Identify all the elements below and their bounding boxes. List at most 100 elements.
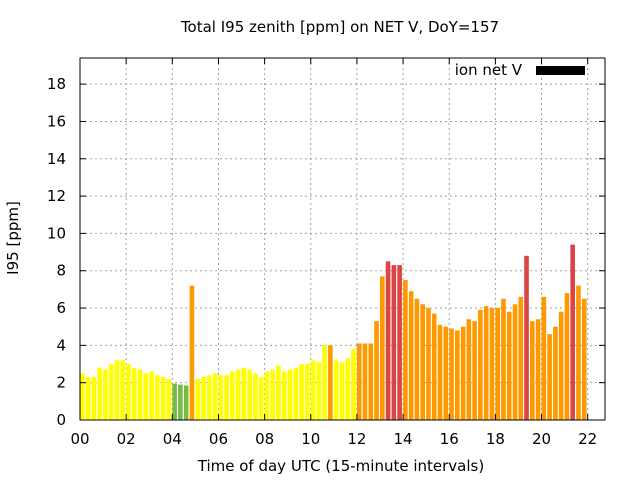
bar <box>356 343 362 420</box>
chart-title: Total I95 zenith [ppm] on NET V, DoY=157 <box>180 18 499 36</box>
bar <box>391 265 397 420</box>
bar <box>247 369 252 420</box>
bar <box>103 369 108 420</box>
bar <box>339 362 345 420</box>
bar <box>431 313 437 420</box>
y-tick-label: 2 <box>56 374 66 392</box>
bar <box>368 343 374 420</box>
bar <box>443 326 449 420</box>
bar <box>328 345 333 420</box>
bar <box>155 375 160 420</box>
bar <box>230 371 235 420</box>
y-tick-label: 4 <box>56 336 66 354</box>
bar <box>437 324 443 420</box>
bar <box>241 367 247 420</box>
bar <box>466 319 472 420</box>
bar <box>478 309 483 420</box>
x-tick-label: 06 <box>209 430 228 448</box>
bar <box>472 321 477 420</box>
bar <box>131 367 137 420</box>
bar <box>408 291 414 420</box>
bar <box>345 358 350 420</box>
bar <box>253 373 258 420</box>
legend-label: ion net V <box>455 61 523 79</box>
plot-frame <box>79 57 606 421</box>
bar <box>455 330 460 420</box>
bar <box>316 362 322 420</box>
bar <box>558 311 564 420</box>
bar <box>258 377 264 420</box>
bar <box>530 321 535 420</box>
legend-swatch <box>536 66 585 75</box>
legend: ion net V <box>455 61 585 79</box>
bar <box>489 308 495 420</box>
bar <box>506 311 512 420</box>
bar <box>535 319 541 420</box>
bar <box>414 298 420 420</box>
x-tick-label: 00 <box>70 430 89 448</box>
x-tick-label: 10 <box>301 430 320 448</box>
bar <box>483 306 489 420</box>
bars <box>80 244 587 420</box>
y-tick-label: 10 <box>47 224 66 242</box>
bar <box>351 349 356 420</box>
bar <box>120 360 125 420</box>
bar <box>524 255 529 420</box>
bar <box>581 298 587 420</box>
x-tick-label: 20 <box>532 430 551 448</box>
bar <box>281 371 287 420</box>
bar <box>362 343 368 420</box>
bar <box>114 360 120 420</box>
bar <box>512 304 518 420</box>
bar <box>160 377 166 420</box>
y-tick-label: 14 <box>47 150 66 168</box>
bar <box>85 377 91 420</box>
bar <box>449 328 454 420</box>
bar <box>189 285 195 420</box>
bar <box>576 285 581 420</box>
x-tick-label: 04 <box>163 430 182 448</box>
bar <box>172 383 177 420</box>
y-tick-label: 8 <box>56 262 66 280</box>
bar <box>201 377 206 420</box>
bar <box>564 293 570 420</box>
x-tick-label: 18 <box>486 430 505 448</box>
bar <box>385 261 391 420</box>
x-tick-label: 12 <box>347 430 366 448</box>
bar <box>276 365 281 420</box>
bar <box>212 373 218 420</box>
x-tick-label: 02 <box>117 430 136 448</box>
bar <box>143 373 149 420</box>
bar <box>495 308 500 420</box>
bar <box>235 369 241 420</box>
bar <box>264 371 270 420</box>
x-tick-label: 16 <box>440 430 459 448</box>
x-tick-label: 22 <box>578 430 597 448</box>
y-tick-label: 6 <box>56 299 66 317</box>
bar <box>547 334 552 420</box>
bar <box>570 244 575 420</box>
bar <box>397 265 402 420</box>
bar <box>541 296 547 420</box>
bar <box>137 369 143 420</box>
bar <box>80 373 85 420</box>
bar <box>183 385 189 420</box>
bar <box>97 367 102 420</box>
bar <box>322 345 327 420</box>
bar <box>224 375 229 420</box>
bar <box>403 280 408 420</box>
bar <box>426 308 431 420</box>
bar <box>299 364 304 420</box>
bar <box>270 369 275 420</box>
bar <box>195 378 200 420</box>
bar <box>460 326 466 420</box>
bar <box>287 369 293 420</box>
bar <box>310 360 316 420</box>
bar <box>91 377 97 420</box>
x-tick-label: 14 <box>394 430 413 448</box>
bar <box>420 304 425 420</box>
bar <box>518 296 524 420</box>
bar <box>178 384 183 420</box>
y-tick-label: 12 <box>47 187 66 205</box>
